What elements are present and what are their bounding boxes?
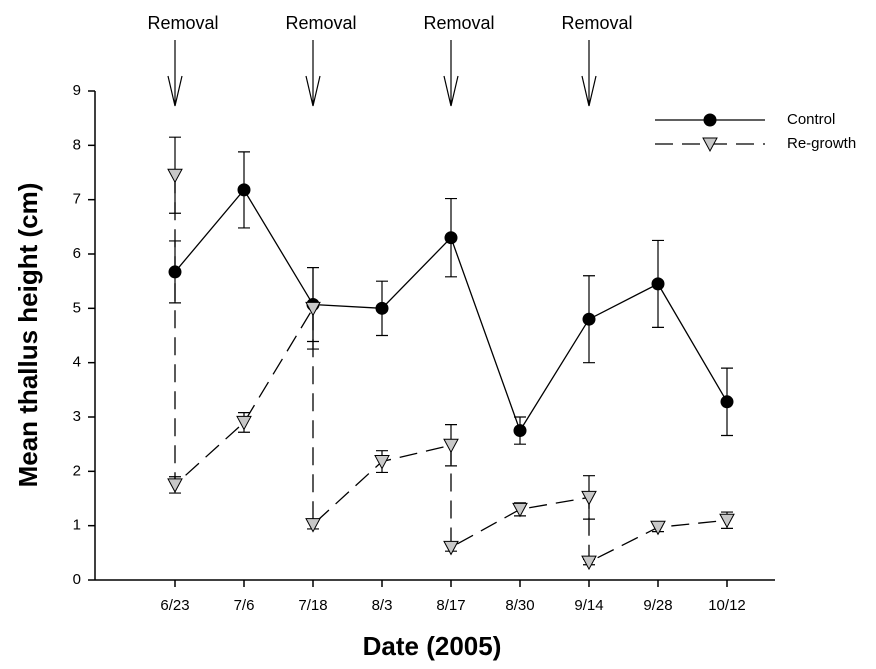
annotation-arrow [443,40,459,107]
x-tick-label: 7/6 [234,597,255,614]
data-point [236,415,252,431]
y-tick-label: 6 [73,245,81,262]
data-point [167,478,183,493]
annotation: Removal [147,13,218,33]
data-point [513,424,527,438]
legend-label: Re-growth [787,135,856,152]
y-tick-label: 3 [73,408,81,425]
x-tick-label: 10/12 [708,597,746,614]
x-tick-label: 6/23 [160,597,189,614]
y-tick-label: 5 [73,299,81,316]
data-point [650,520,666,536]
data-point [581,490,597,506]
data-point [167,168,183,184]
x-axis-title: Date (2005) [363,631,502,661]
legend-marker [703,113,717,127]
data-point [651,277,665,291]
data-point [512,502,528,518]
y-axis-title: Mean thallus height (cm) [13,183,43,488]
data-point [375,301,389,315]
data-point [305,301,321,317]
annotation-arrow [581,40,597,107]
data-point [720,395,734,409]
x-tick-label: 9/14 [574,597,603,614]
x-tick-label: 8/17 [436,597,465,614]
y-tick-label: 2 [73,462,81,479]
y-tick-label: 4 [73,354,81,371]
data-point [582,312,596,326]
x-tick-label: 9/28 [643,597,672,614]
data-point [374,455,390,470]
annotation-arrow [167,40,183,107]
data-point [305,518,321,533]
annotation: Removal [285,13,356,33]
data-point [581,555,597,571]
data-point [237,183,251,197]
data-point [719,513,735,529]
y-tick-label: 8 [73,136,81,153]
legend-marker [702,137,718,153]
data-point [443,438,459,454]
y-tick-label: 7 [73,191,81,208]
x-tick-label: 8/30 [505,597,534,614]
annotation: Removal [423,13,494,33]
data-point [443,540,459,556]
y-tick-label: 0 [73,571,81,588]
legend-label: Control [787,111,835,128]
y-tick-label: 1 [73,517,81,534]
x-tick-label: 7/18 [298,597,327,614]
annotation: Removal [561,13,632,33]
annotation-arrow [305,40,321,107]
y-tick-label: 9 [73,82,81,99]
x-tick-label: 8/3 [372,597,393,614]
data-point [444,231,458,245]
